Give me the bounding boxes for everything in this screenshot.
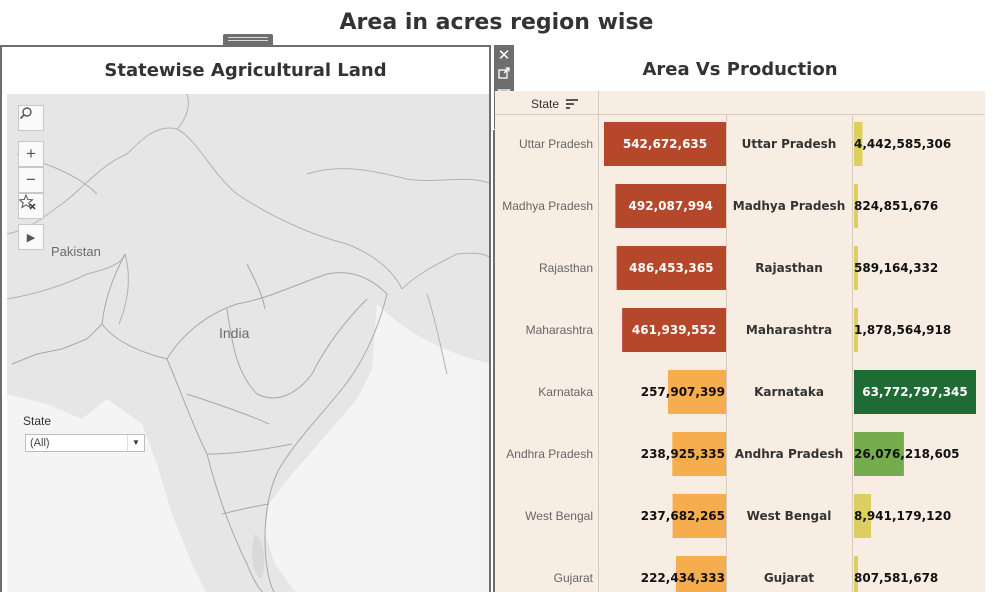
state-column-header[interactable]: State — [531, 97, 560, 111]
production-data-label: 8,941,179,120 — [854, 509, 952, 523]
state-name-label: Maharashtra — [745, 323, 833, 337]
map-pane: Statewise Agricultural Land + − ▶ Pakist… — [0, 45, 491, 592]
state-name-label: Karnataka — [754, 385, 824, 399]
state-column-divider — [598, 91, 599, 592]
state-name-label: Uttar Pradesh — [741, 137, 837, 151]
state-name-label: Gujarat — [763, 571, 815, 585]
area-bar[interactable] — [668, 370, 726, 414]
state-row-label: West Bengal — [525, 509, 593, 523]
zoom-out-icon[interactable]: − — [18, 167, 44, 193]
area-data-label: 238,925,335 — [640, 447, 725, 461]
production-data-label: 1,878,564,918 — [854, 323, 952, 337]
chevron-down-icon: ▼ — [127, 435, 144, 451]
state-row-label: Karnataka — [538, 385, 593, 399]
state-name-label: Madhya Pradesh — [732, 199, 846, 213]
production-data-label: 26,076,218,605 — [854, 447, 960, 461]
production-data-label: 589,164,332 — [854, 261, 939, 275]
state-row-label: Gujarat — [553, 571, 593, 585]
area-bar[interactable] — [616, 246, 726, 290]
area-bar[interactable] — [604, 122, 726, 166]
chart-canvas — [495, 91, 985, 592]
production-data-label: 63,772,797,345 — [862, 385, 968, 399]
area-data-label: 461,939,552 — [631, 323, 717, 337]
india-map[interactable]: + − ▶ Pakistan India State (All) ▼ — [7, 94, 489, 592]
area-column-divider — [726, 114, 727, 592]
state-row-label: Andhra Pradesh — [506, 447, 593, 461]
production-bar[interactable] — [854, 494, 872, 538]
area-data-label: 486,453,365 — [629, 261, 714, 275]
header-divider — [495, 114, 985, 115]
state-name-label: Andhra Pradesh — [734, 447, 844, 461]
area-bar[interactable] — [672, 494, 726, 538]
dashboard-title: Area in acres region wise — [339, 10, 654, 35]
close-icon[interactable]: ✕ — [497, 47, 511, 64]
india-label: India — [219, 325, 250, 341]
sort-icon[interactable] — [566, 99, 578, 109]
production-data-label: 807,581,678 — [854, 571, 939, 585]
state-filter-value: (All) — [30, 437, 50, 449]
production-bar[interactable] — [854, 246, 858, 290]
state-row-label: Maharashtra — [525, 323, 593, 337]
state-filter-dropdown[interactable]: (All) ▼ — [25, 434, 145, 452]
production-bar[interactable] — [854, 184, 858, 228]
zoom-in-icon[interactable]: + — [18, 141, 44, 167]
production-data-label: 4,442,585,306 — [854, 137, 952, 151]
production-bar[interactable] — [854, 308, 858, 352]
drag-handle[interactable] — [223, 34, 273, 45]
state-row-label: Uttar Pradesh — [518, 137, 593, 151]
production-bar[interactable] — [854, 432, 904, 476]
production-bar[interactable] — [854, 556, 858, 592]
popout-icon[interactable] — [494, 66, 514, 85]
area-bar[interactable] — [675, 556, 726, 592]
state-filter-label: State — [23, 414, 52, 428]
chart-title: Area Vs Production — [642, 59, 838, 80]
area-data-label: 257,907,399 — [640, 385, 725, 399]
divider — [493, 130, 495, 592]
area-vs-production-chart: State Uttar Pradesh 542,672,635 Uttar Prad… — [495, 91, 985, 592]
area-data-label: 492,087,994 — [628, 199, 713, 213]
name-column-divider — [852, 114, 853, 592]
pakistan-label: Pakistan — [51, 244, 101, 259]
search-icon[interactable] — [18, 105, 44, 131]
map-geography — [7, 94, 489, 592]
state-name-label: Rajasthan — [755, 261, 823, 275]
map-title: Statewise Agricultural Land — [104, 60, 387, 81]
area-bar[interactable] — [672, 432, 726, 476]
state-name-label: West Bengal — [746, 509, 832, 523]
play-icon[interactable]: ▶ — [18, 224, 44, 250]
state-row-label: Rajasthan — [538, 261, 593, 275]
production-bar[interactable] — [854, 370, 976, 414]
state-row-label: Madhya Pradesh — [502, 199, 593, 213]
area-data-label: 237,682,265 — [640, 509, 725, 523]
area-data-label: 542,672,635 — [622, 137, 708, 151]
area-data-label: 222,434,333 — [640, 571, 725, 585]
reset-view-icon[interactable] — [18, 193, 44, 219]
production-bar[interactable] — [854, 122, 863, 166]
production-data-label: 824,851,676 — [854, 199, 939, 213]
area-bar[interactable] — [615, 184, 726, 228]
area-bar[interactable] — [622, 308, 726, 352]
